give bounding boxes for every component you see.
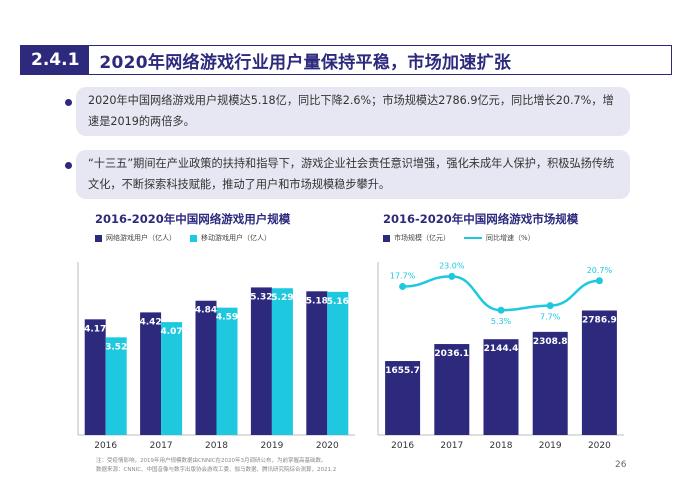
data-label: 5.16 (327, 297, 349, 307)
x-tick-label: 2016 (94, 441, 117, 450)
section-header: 2.4.1 2020年网络游戏行业用户量保持平稳，市场加速扩张 (20, 45, 672, 75)
data-label: 2786.9 (582, 315, 617, 325)
section-title: 2020年网络游戏行业用户量保持平稳，市场加速扩张 (99, 52, 512, 73)
bar-online-2016 (84, 319, 106, 435)
data-label: 4.42 (139, 317, 161, 327)
legend-label-market: 市场规模（亿元） (394, 234, 450, 242)
growth-point-2019 (546, 302, 554, 310)
data-label: 2144.4 (484, 344, 519, 354)
x-tick-label: 2016 (391, 441, 414, 450)
bar-market-2016 (385, 361, 421, 435)
growth-point-2016 (399, 283, 407, 291)
x-tick-label: 2020 (588, 441, 611, 450)
bar-mobile-2019 (271, 288, 293, 435)
bullet-dot-icon (65, 99, 72, 106)
x-tick-label: 2019 (260, 441, 283, 450)
legend-swatch-mobile (190, 234, 197, 242)
data-label: 4.17 (84, 324, 106, 334)
growth-label: 17.7% (390, 272, 416, 281)
growth-label: 5.3% (491, 317, 512, 326)
bar-online-2018 (195, 300, 217, 435)
legend-label-mobile: 移动游戏用户（亿人） (201, 234, 271, 242)
bar-market-2018 (483, 339, 519, 435)
legend-swatch-market (383, 234, 390, 242)
legend-swatch-online (95, 234, 102, 242)
growth-point-2020 (595, 277, 603, 285)
data-label: 3.52 (105, 342, 127, 352)
x-tick-label: 2019 (539, 441, 562, 450)
bar-mobile-2018 (216, 307, 238, 435)
data-label: 4.84 (195, 306, 217, 316)
x-tick-label: 2018 (205, 441, 228, 450)
chart-market: 1655.7 2016 2036.1 2017 2144.4 2018 2308.8 2019… (377, 261, 624, 450)
bar-mobile-2016 (105, 337, 127, 435)
bar-online-2019 (250, 287, 272, 435)
data-label: 4.07 (160, 327, 182, 337)
x-tick-label: 2017 (440, 441, 463, 450)
bullet-text-1: 2020年中国网络游戏用户规模达5.18亿，同比下降2.6%；市场规模达2786… (76, 87, 630, 136)
legend-market: 市场规模（亿元） 同比增速（%） (383, 233, 535, 243)
data-label: 5.32 (250, 292, 272, 302)
chart-users: 4.17 3.52 2016 4.424.07 2017 4.844.59 2018 5.32… (77, 262, 355, 450)
bar-market-2017 (434, 344, 470, 435)
growth-label: 23.0% (439, 261, 465, 270)
legend-label-online: 网络游戏用户（亿人） (106, 234, 176, 242)
data-label: 5.18 (306, 296, 328, 306)
growth-line (402, 275, 600, 312)
page-number: 26 (615, 460, 627, 470)
data-label: 2036.1 (434, 349, 469, 359)
bar-online-2020 (306, 291, 328, 435)
chart-title-users: 2016-2020年中国网络游戏用户规模 (95, 212, 291, 226)
growth-point-2017 (448, 272, 456, 280)
section-number: 2.4.1 (21, 46, 90, 74)
bar-market-2019 (532, 331, 568, 435)
legend-label-growth: 同比增速（%） (486, 234, 535, 242)
x-tick-label: 2017 (150, 441, 173, 450)
footnote-source: 数据来源：CNNIC、中国音像与数字出版协会游戏工委、伽马数据、腾讯研究院综合测… (96, 467, 337, 473)
x-tick-label: 2018 (490, 441, 513, 450)
growth-label: 20.7% (587, 266, 613, 275)
bullet-text-2: “十三五”期间在产业政策的扶持和指导下，游戏企业社会责任意识增强，强化未成年人保… (76, 150, 630, 199)
data-label: 1655.7 (385, 366, 420, 376)
growth-label: 7.7% (540, 313, 561, 322)
bar-online-2017 (140, 312, 162, 435)
growth-point-2018 (497, 306, 505, 314)
bar-mobile-2020 (327, 291, 349, 435)
data-label: 4.59 (216, 313, 238, 323)
chart-title-market: 2016-2020年中国网络游戏市场规模 (383, 212, 579, 226)
footnote-note: 注：受疫情影响，2019年用户规模数据由CNNIC在2020年3月调研公布，为前… (96, 458, 327, 464)
data-label: 5.29 (271, 293, 293, 303)
bar-market-2020 (581, 310, 617, 435)
legend-line-growth (464, 237, 482, 239)
legend-users: 网络游戏用户（亿人） 移动游戏用户（亿人） (95, 233, 271, 243)
x-tick-label: 2020 (316, 441, 339, 450)
bar-mobile-2017 (161, 322, 183, 435)
bullet-dot-icon (65, 162, 72, 169)
data-label: 2308.8 (533, 337, 568, 347)
